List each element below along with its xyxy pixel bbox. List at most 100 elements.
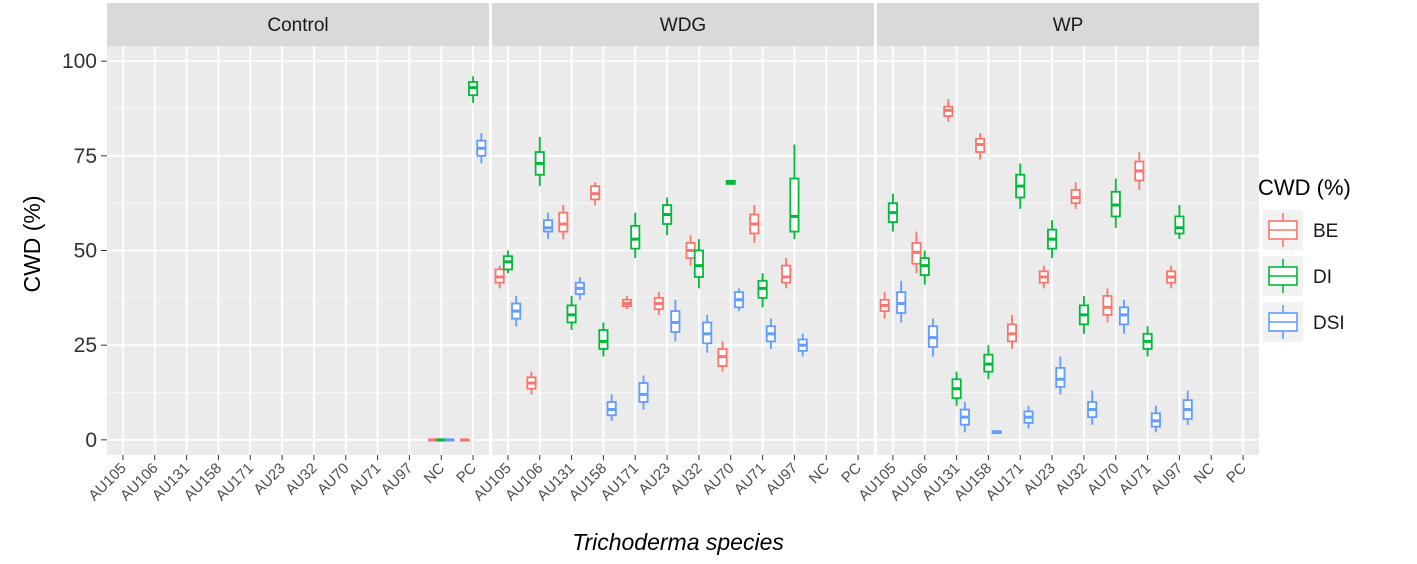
x-tick-label: AU71: [731, 460, 770, 499]
box-au105-di: [887, 193, 898, 232]
panel-wp: WP: [877, 3, 1259, 455]
box-iqr: [598, 329, 609, 350]
box-au131-di: [566, 295, 577, 331]
x-tick-label: PC: [1223, 460, 1250, 487]
box-au97-dsi: [797, 333, 808, 357]
box-au131-di: [951, 371, 962, 406]
box-au23-be: [1038, 265, 1049, 289]
x-tick-label: AU97: [378, 460, 417, 499]
box-au171-di: [630, 212, 641, 259]
box-au171-be: [621, 295, 633, 310]
box-au71-be: [749, 205, 760, 243]
x-tick-label: AU23: [1020, 460, 1059, 499]
x-tick-label: NC: [421, 460, 448, 487]
box-au23-dsi: [1055, 356, 1066, 395]
box-iqr: [558, 211, 569, 233]
facet-strip-label: WP: [1053, 15, 1084, 36]
x-tick-label: AU23: [250, 460, 289, 499]
box-au158-be: [975, 133, 986, 160]
legend-label: BE: [1313, 221, 1338, 242]
box-iqr: [781, 264, 792, 284]
box-au106-di: [919, 250, 930, 285]
box-au131-dsi: [959, 401, 970, 433]
box-pc-be: [459, 438, 470, 442]
box-au23-dsi: [670, 299, 681, 342]
box-au105-be: [494, 265, 505, 289]
box-au106-di: [534, 136, 545, 187]
facet-strip-label: WDG: [660, 15, 706, 36]
facet-panels: Control WDG WP: [107, 3, 1259, 455]
x-tick-label: AU70: [699, 460, 738, 499]
x-tick-label: AU70: [1084, 460, 1123, 499]
box-au158-dsi: [991, 430, 1002, 435]
box-nc-be: [427, 438, 439, 442]
box-au106-dsi: [542, 212, 554, 240]
box-au70-di: [725, 179, 736, 185]
x-tick-label: PC: [453, 460, 480, 487]
box-au97-be: [781, 258, 792, 289]
x-tick-label: NC: [806, 460, 833, 487]
x-axis: AU105AU106AU131AU158AU171AU23AU32AU70AU7…: [85, 455, 1250, 504]
box-au32-di: [1078, 295, 1089, 334]
y-tick-label: 100: [62, 50, 97, 73]
box-au106-be: [526, 371, 537, 395]
box-au158-di: [983, 345, 994, 380]
box-au32-dsi: [702, 314, 713, 353]
x-tick-label: AU97: [1148, 460, 1187, 499]
facet-strip-label: Control: [267, 15, 328, 36]
x-tick-label: AU70: [314, 460, 353, 499]
x-tick-label: AU71: [1116, 460, 1155, 499]
box-au32-be: [1070, 182, 1081, 209]
box-au171-dsi: [638, 375, 649, 410]
box-au70-be: [1102, 288, 1113, 323]
legend-label: DI: [1313, 267, 1332, 288]
y-axis-title: CWD (%): [19, 195, 45, 292]
x-tick-label: AU32: [282, 460, 321, 499]
legend-label: DSI: [1313, 313, 1345, 334]
box-au71-di: [757, 273, 768, 308]
box-au70-be: [717, 341, 728, 372]
box-au105-be: [879, 292, 890, 319]
box-nc-dsi: [444, 438, 455, 442]
box-au70-dsi: [733, 288, 745, 312]
box-au171-di: [1015, 163, 1026, 209]
box-au158-dsi: [606, 394, 617, 421]
box-au71-dsi: [1150, 405, 1161, 433]
x-tick-label: AU23: [635, 460, 674, 499]
y-axis: 0 25 50 75 100: [62, 50, 107, 452]
box-au131-dsi: [574, 277, 585, 300]
facet-strip: [107, 3, 489, 46]
panel-wdg: WDG: [492, 3, 874, 455]
box-iqr: [693, 249, 704, 278]
box-au23-di: [1047, 220, 1058, 259]
panel-control: Control: [107, 3, 489, 455]
x-tick-label: NC: [1191, 460, 1218, 487]
box-au23-be: [653, 292, 664, 315]
y-tick-label: 50: [74, 240, 97, 263]
box-iqr: [638, 382, 649, 403]
box-pc-di: [468, 76, 479, 103]
box-iqr: [542, 219, 554, 233]
box-iqr: [1174, 215, 1185, 235]
box-iqr: [789, 177, 800, 233]
box-iqr: [1055, 366, 1066, 388]
box-au23-di: [662, 197, 673, 236]
legend-title: CWD (%): [1258, 175, 1351, 200]
box-au70-di: [1110, 178, 1121, 228]
facet-strip: [877, 3, 1259, 46]
box-au171-dsi: [1023, 405, 1034, 429]
box-au105-dsi: [896, 280, 907, 323]
box-pc-dsi: [476, 133, 487, 164]
box-au71-dsi: [765, 318, 776, 349]
box-au106-be: [911, 231, 922, 274]
box-nc-di: [436, 438, 447, 442]
box-au105-dsi: [511, 295, 522, 327]
box-au97-di: [1174, 205, 1185, 240]
box-iqr: [1102, 295, 1113, 316]
box-au158-di: [598, 322, 609, 357]
box-au158-be: [590, 182, 601, 206]
x-tick-label: AU71: [346, 460, 385, 499]
x-tick-label: AU97: [763, 460, 802, 499]
legend-entry-be: BE: [1263, 210, 1338, 250]
